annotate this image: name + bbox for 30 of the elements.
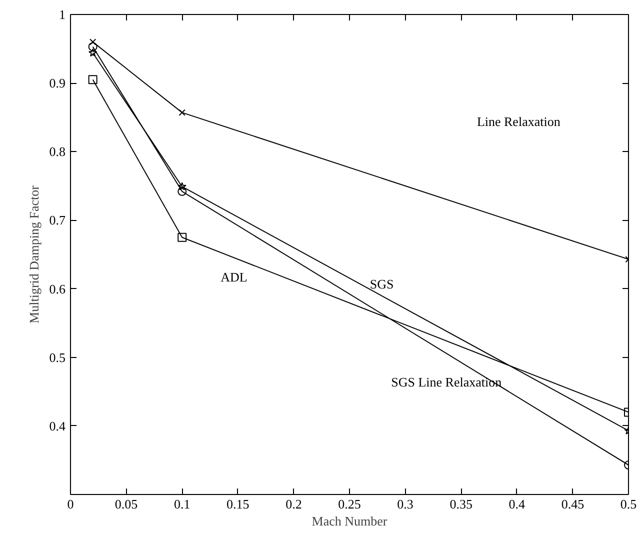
point [88, 48, 98, 57]
x-tick-label: 0.1 [174, 496, 190, 512]
x-tick-label: 0.2 [286, 496, 302, 512]
point [178, 186, 187, 196]
x-axis-title: Mach Number [312, 514, 388, 528]
x-tick-label: 0.25 [338, 496, 361, 512]
x-tick-label: 0 [67, 496, 74, 512]
x-tick-label: 0.5 [620, 496, 637, 512]
y-tick-label: 0.6 [49, 281, 66, 296]
point [178, 232, 187, 242]
x-tick-label: 0.35 [450, 496, 472, 512]
annotation: ADL [220, 270, 248, 285]
point [178, 109, 186, 116]
x-tick-label: 0.4 [508, 496, 526, 512]
y-tick-label: 1 [59, 7, 66, 22]
y-tick-label: 0.7 [49, 212, 66, 228]
y-tick-label: 0.4 [49, 418, 66, 434]
point [88, 42, 98, 52]
annotation: SGS [370, 276, 394, 292]
y-tick-label: 0.5 [49, 350, 66, 365]
y-tick-label: 0.8 [49, 144, 66, 160]
annotation: Line Relaxation [476, 114, 561, 130]
x-tick-label: 0.15 [226, 496, 250, 512]
x-tick-label: 0.45 [561, 496, 584, 512]
y-axis-title: Multigrid Damping Factor [26, 184, 42, 324]
point [88, 75, 98, 84]
y-tick-label: 0.9 [49, 76, 66, 91]
point [178, 182, 186, 190]
x-tick-label: 0.3 [397, 496, 414, 512]
x-tick-label: 0.05 [114, 496, 138, 512]
